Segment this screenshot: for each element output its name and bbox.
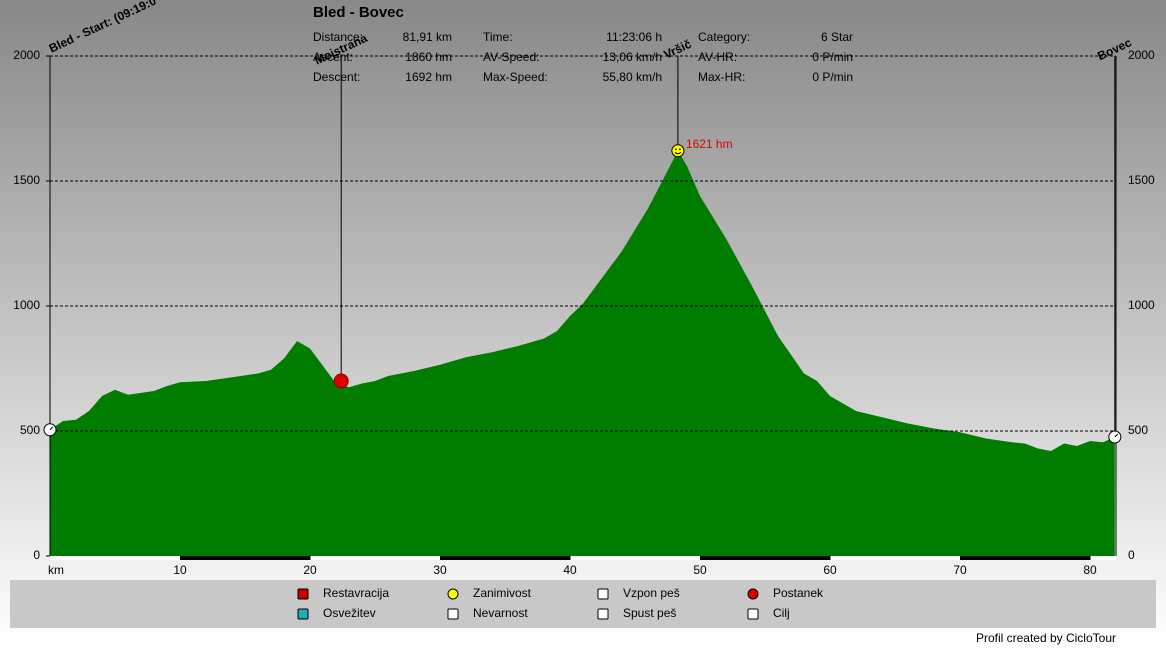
stat-value: 55,80 km/h xyxy=(603,70,662,84)
x-band-segment xyxy=(180,556,310,560)
y2-tick-label: 500 xyxy=(1128,423,1148,437)
mouth xyxy=(674,151,682,155)
stat-label: Category: xyxy=(698,30,750,44)
marker-icon xyxy=(43,423,57,437)
y2-tick-label: 1500 xyxy=(1128,173,1155,187)
legend-icon xyxy=(747,608,759,620)
stat-value: 6 Star xyxy=(821,30,853,44)
chart-title: Bled - Bovec xyxy=(313,4,404,21)
legend-icon xyxy=(297,608,309,620)
eye xyxy=(675,148,677,151)
elevation-area xyxy=(50,150,1115,556)
x-tick-label: 80 xyxy=(1083,563,1097,577)
legend-label: Restavracija xyxy=(323,586,389,600)
eye xyxy=(679,148,681,151)
x-tick-label: 40 xyxy=(563,563,577,577)
y2-tick-label: 2000 xyxy=(1128,48,1155,62)
stat-value: 0 P/min xyxy=(812,70,853,84)
y2-tick-label: 1000 xyxy=(1128,298,1155,312)
stop-sign xyxy=(333,373,349,389)
legend-label: Vzpon peš xyxy=(623,586,680,600)
x-axis-label: km xyxy=(48,563,64,577)
marker-value-label: 1621 hm xyxy=(686,137,733,151)
legend-label: Spust peš xyxy=(623,606,676,620)
y-tick-label: 0 xyxy=(33,548,40,562)
stat-value: 1692 hm xyxy=(405,70,452,84)
y-tick-label: 2000 xyxy=(13,48,40,62)
stat-value: 0 P/min xyxy=(812,50,853,64)
x-band-segment xyxy=(700,556,830,560)
stat-value: 81,91 km xyxy=(403,30,452,44)
x-band-segment xyxy=(440,556,570,560)
legend-label: Zanimivost xyxy=(473,586,532,600)
stat-label: AV-Speed: xyxy=(483,50,539,64)
stat-label: Time: xyxy=(483,30,513,44)
stat-label: AV-HR: xyxy=(698,50,737,64)
legend-icon xyxy=(447,588,459,600)
legend-label: Osvežitev xyxy=(323,606,376,620)
x-tick-label: 60 xyxy=(823,563,837,577)
x-tick-label: 50 xyxy=(693,563,707,577)
stat-value: 11:23:06 h xyxy=(606,30,662,44)
smiley xyxy=(671,144,685,158)
legend-icon xyxy=(447,608,459,620)
marker-icon xyxy=(1108,430,1122,444)
stat-value: 13,06 km/h xyxy=(603,50,662,64)
marker-icon xyxy=(671,144,685,158)
stat-label: Descent: xyxy=(313,70,360,84)
x-band-segment xyxy=(960,556,1090,560)
x-tick-label: 70 xyxy=(953,563,967,577)
stat-label: Max-Speed: xyxy=(483,70,548,84)
stat-label: Ascent: xyxy=(313,50,353,64)
x-tick-label: 30 xyxy=(433,563,447,577)
x-band xyxy=(50,556,1116,560)
legend-label: Nevarnost xyxy=(473,606,528,620)
legend-icon xyxy=(597,588,609,600)
clock-hand xyxy=(1114,433,1119,438)
x-tick-label: 10 xyxy=(173,563,187,577)
legend-label: Postanek xyxy=(773,586,824,600)
y-tick-label: 1000 xyxy=(13,298,40,312)
x-tick-label: 20 xyxy=(303,563,317,577)
legend-icon xyxy=(747,588,759,600)
legend-icon xyxy=(297,588,309,600)
clock-hand xyxy=(49,426,54,431)
y-tick-label: 500 xyxy=(20,423,40,437)
y-tick-label: 1500 xyxy=(13,173,40,187)
legend-label: Cilj xyxy=(773,606,790,620)
marker-icon xyxy=(333,373,349,389)
stat-label: Max-HR: xyxy=(698,70,745,84)
footer: Profil created by CicloTour xyxy=(976,631,1116,645)
legend-icon xyxy=(597,608,609,620)
stat-value: 1860 hm xyxy=(405,50,452,64)
y2-tick-label: 0 xyxy=(1128,548,1135,562)
legend-box xyxy=(10,580,1156,628)
stat-label: Distance: xyxy=(313,30,363,44)
